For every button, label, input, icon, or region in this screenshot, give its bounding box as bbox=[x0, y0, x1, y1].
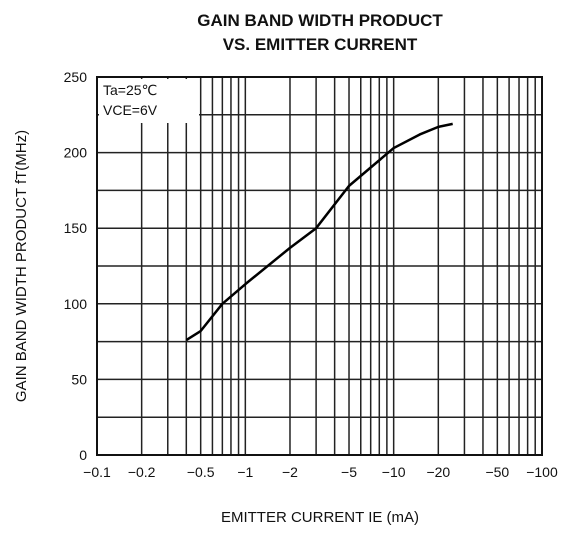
chart-title: GAIN BAND WIDTH PRODUCT bbox=[197, 11, 443, 30]
y-tick-label: 0 bbox=[79, 447, 87, 463]
plot-frame bbox=[96, 76, 543, 456]
y-axis-label: GAIN BAND WIDTH PRODUCT fT(MHz) bbox=[13, 130, 30, 402]
x-tick-label: −5 bbox=[341, 464, 357, 480]
y-tick-label: 250 bbox=[64, 69, 88, 85]
annotation: VCE=6V bbox=[103, 102, 158, 118]
x-tick-label: −20 bbox=[426, 464, 450, 480]
chart-title: VS. EMITTER CURRENT bbox=[223, 35, 418, 54]
x-tick-label: −0.5 bbox=[187, 464, 215, 480]
x-tick-label: −10 bbox=[382, 464, 406, 480]
annotation: Ta=25℃ bbox=[103, 82, 157, 98]
y-tick-label: 200 bbox=[64, 145, 88, 161]
y-tick-label: 150 bbox=[64, 220, 88, 236]
x-tick-label: −50 bbox=[485, 464, 509, 480]
x-tick-label: −0.1 bbox=[83, 464, 111, 480]
data-line bbox=[185, 122, 453, 342]
x-tick-label: −100 bbox=[526, 464, 558, 480]
y-tick-label: 50 bbox=[71, 371, 87, 387]
annotation-box bbox=[99, 79, 199, 123]
y-tick-label: 100 bbox=[64, 296, 88, 312]
x-axis-label: EMITTER CURRENT IE (mA) bbox=[221, 509, 419, 526]
x-tick-label: −2 bbox=[282, 464, 298, 480]
x-tick-label: −1 bbox=[237, 464, 253, 480]
x-tick-label: −0.2 bbox=[128, 464, 156, 480]
